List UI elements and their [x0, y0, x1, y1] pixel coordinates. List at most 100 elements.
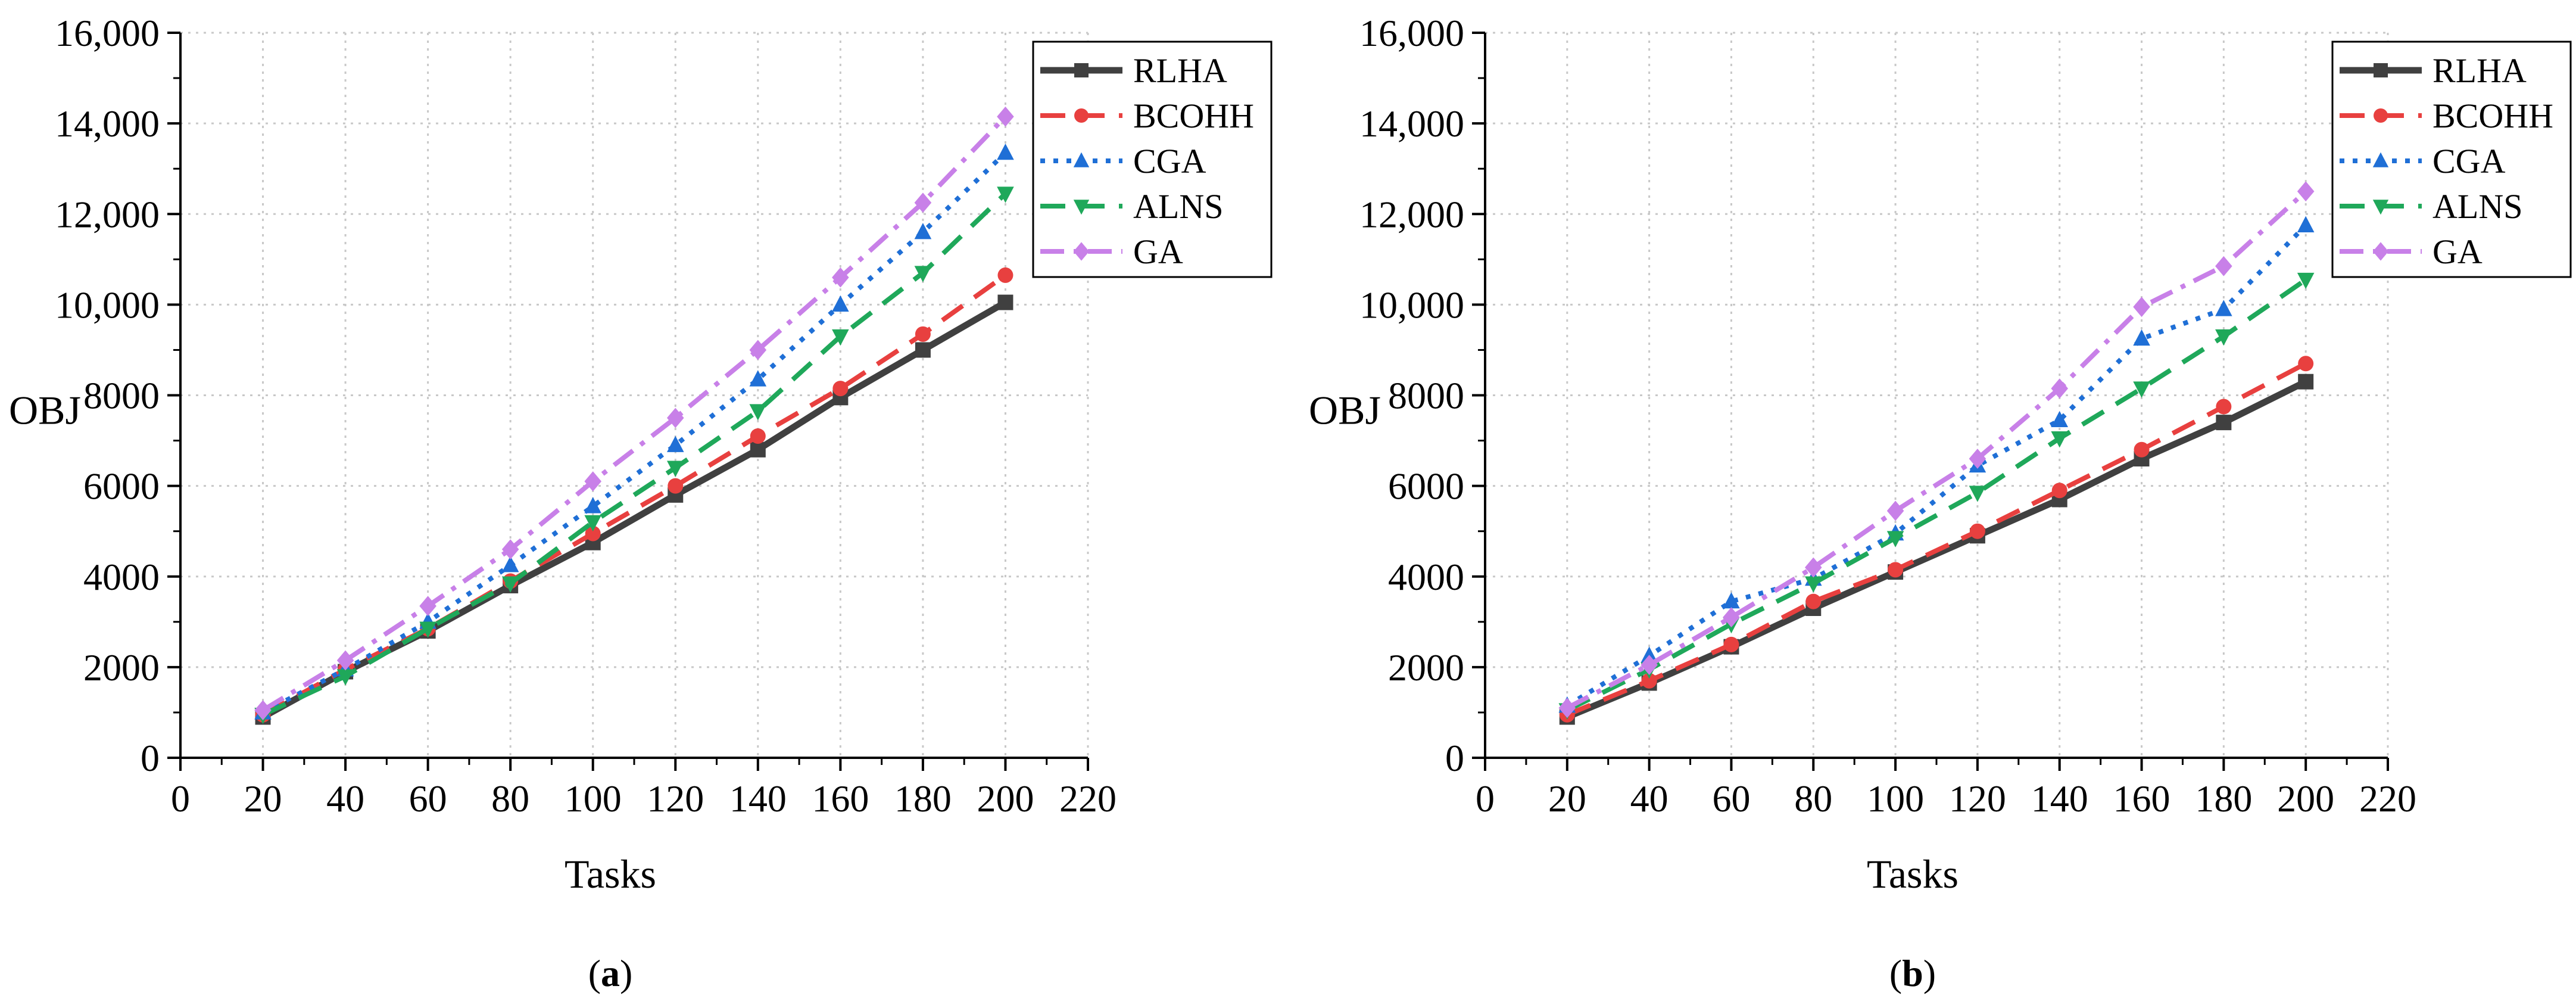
series-ga — [254, 106, 1014, 721]
data-point-rlha — [2216, 415, 2232, 431]
data-point-ga — [501, 539, 519, 560]
y-tick-label: 10,000 — [1359, 284, 1464, 326]
caption-open-paren: ( — [1889, 952, 1902, 994]
legend-box — [2331, 41, 2572, 278]
legend-marker-rlha — [2374, 63, 2388, 77]
data-point-bcohh — [668, 478, 684, 494]
series-line-ga — [1565, 189, 2307, 710]
data-point-ga — [336, 650, 354, 671]
data-point-cga — [832, 295, 849, 312]
caption-letter: a — [601, 952, 620, 994]
data-point-cga — [2215, 300, 2232, 316]
series-line-bcohh — [1566, 361, 2307, 717]
legend-label-ga: GA — [2432, 232, 2483, 271]
legend-label-bcohh: BCOHH — [1133, 97, 1254, 135]
x-tick-label: 40 — [326, 777, 364, 820]
x-tick-label: 0 — [1476, 777, 1495, 820]
caption-close-paren: ) — [1923, 952, 1936, 994]
caption-open-paren: ( — [588, 952, 601, 994]
x-tick-label: 160 — [2113, 777, 2170, 820]
series-line-cga — [261, 151, 1008, 715]
y-tick-label: 14,000 — [55, 102, 160, 145]
series-line-alns — [1566, 278, 2307, 713]
y-tick-label: 12,000 — [55, 193, 160, 235]
legend-marker-cga — [1073, 152, 1090, 167]
y-tick-label: 16,000 — [1359, 12, 1464, 54]
data-point-ga — [1804, 557, 1822, 578]
data-point-rlha — [915, 342, 931, 358]
legend-marker-bcohh — [1074, 108, 1089, 123]
legend-marker-rlha — [1074, 63, 1089, 77]
legend-marker-alns — [1073, 200, 1090, 215]
data-point-ga — [997, 106, 1014, 127]
y-tick-label: 4000 — [1388, 556, 1464, 598]
y-axis-title: OBJ — [1309, 388, 1381, 433]
data-point-rlha — [2298, 374, 2314, 390]
data-point-alns — [914, 266, 932, 282]
data-point-alns — [501, 576, 519, 593]
series-cga — [1558, 216, 2315, 713]
series-bcohh — [1559, 356, 2314, 723]
legend-label-rlha: RLHA — [2432, 51, 2527, 90]
data-point-bcohh — [1888, 562, 1904, 578]
data-point-alns — [1886, 531, 1904, 547]
data-point-ga — [914, 192, 932, 213]
x-tick-label: 40 — [1630, 777, 1669, 820]
caption-close-paren: ) — [620, 952, 632, 994]
x-tick-label: 20 — [244, 777, 282, 820]
legend-marker-ga — [1073, 242, 1090, 261]
data-point-alns — [2215, 329, 2232, 346]
x-tick-label: 220 — [1059, 777, 1117, 820]
legend-marker-ga — [2372, 242, 2389, 261]
data-point-bcohh — [915, 326, 931, 342]
legend-marker-cga — [2372, 152, 2389, 167]
y-tick-label: 0 — [1445, 737, 1464, 779]
data-point-ga — [1641, 655, 1658, 675]
x-tick-label: 80 — [1794, 777, 1832, 820]
data-point-cga — [501, 556, 519, 573]
data-point-bcohh — [2298, 356, 2314, 372]
x-tick-label: 180 — [894, 777, 952, 820]
x-tick-label: 160 — [812, 777, 869, 820]
x-tick-label: 100 — [1867, 777, 1924, 820]
data-point-ga — [1886, 500, 1904, 521]
legend-label-bcohh: BCOHH — [2432, 97, 2553, 135]
x-tick-label: 140 — [2031, 777, 2088, 820]
data-point-bcohh — [2051, 483, 2067, 499]
data-point-cga — [1641, 646, 1658, 663]
x-tick-label: 120 — [1949, 777, 2006, 820]
data-point-ga — [2215, 256, 2232, 276]
data-point-bcohh — [1641, 673, 1657, 689]
y-tick-label: 14,000 — [1359, 102, 1464, 145]
legend-marker-alns — [2372, 200, 2389, 215]
y-tick-label: 10,000 — [55, 284, 160, 326]
y-tick-label: 6000 — [1388, 465, 1464, 508]
data-point-alns — [419, 621, 436, 638]
series-alns — [254, 186, 1014, 724]
data-point-bcohh — [1805, 593, 1822, 609]
x-tick-label: 200 — [977, 777, 1034, 820]
series-line-alns — [261, 192, 1008, 717]
series-line-cga — [1565, 223, 2308, 708]
y-tick-label: 16,000 — [55, 12, 160, 54]
data-point-bcohh — [1969, 523, 1985, 539]
data-point-cga — [584, 497, 602, 514]
data-point-bcohh — [585, 525, 601, 542]
data-point-alns — [1969, 486, 1986, 502]
panel-caption: (b) — [1889, 952, 1936, 994]
data-point-ga — [1558, 698, 1576, 718]
x-tick-label: 140 — [729, 777, 787, 820]
data-point-cga — [914, 223, 932, 239]
y-tick-label: 8000 — [1388, 375, 1464, 417]
data-point-ga — [749, 340, 767, 360]
data-point-ga — [2297, 181, 2315, 202]
data-point-bcohh — [832, 381, 849, 397]
legend-label-ga: GA — [1133, 232, 1183, 271]
data-point-cga — [2051, 410, 2069, 428]
data-point-cga — [666, 435, 684, 452]
x-axis-title: Tasks — [565, 851, 656, 897]
y-tick-label: 6000 — [83, 465, 160, 508]
data-point-bcohh — [997, 267, 1013, 283]
series-ga — [1558, 181, 2315, 718]
data-point-alns — [997, 186, 1014, 203]
